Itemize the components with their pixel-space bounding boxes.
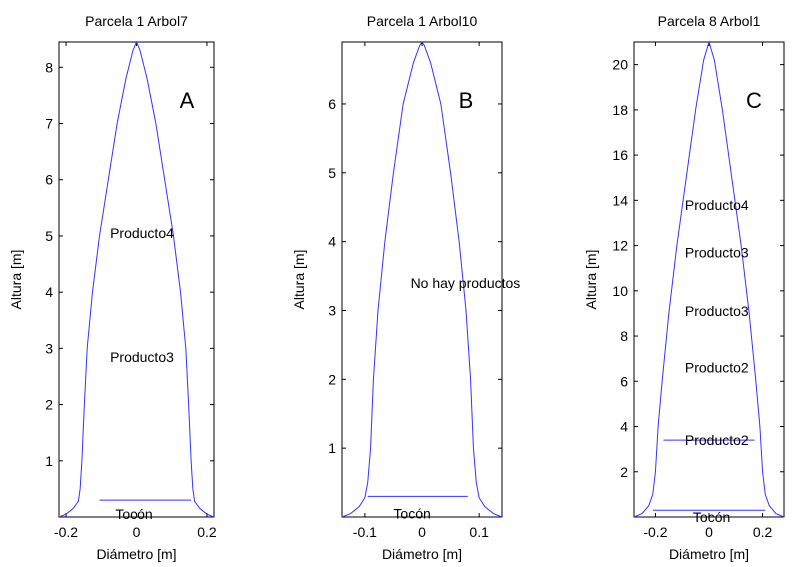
annotation-label: Tocón — [393, 506, 430, 522]
chart-title: Parcela 1 Arbol10 — [367, 13, 478, 29]
x-tick-label: 0 — [418, 524, 426, 540]
x-tick-label: 0 — [133, 524, 141, 540]
y-tick-label: 18 — [612, 102, 628, 118]
x-axis-label: Diámetro [m] — [382, 546, 462, 562]
panel-c: Parcela 8 Arbol1 Diámetro [m] Altura [m]… — [583, 13, 785, 562]
stem-profile-line — [341, 41, 503, 518]
y-tick-label: 7 — [45, 116, 53, 132]
y-tick-label: 1 — [45, 453, 53, 469]
stem-profile-line — [58, 40, 215, 518]
y-tick-label: 6 — [620, 373, 628, 389]
y-tick-label: 8 — [45, 59, 53, 75]
x-tick-label: -0.2 — [54, 524, 78, 540]
y-tick-label: 3 — [328, 302, 336, 318]
plot-marks: Tocón No hay productos — [341, 41, 521, 522]
annotation-label: Producto2 — [685, 432, 749, 448]
x-tick-label: -0.2 — [643, 524, 667, 540]
y-tick-label: 16 — [612, 147, 628, 163]
y-tick-label: 4 — [620, 419, 628, 435]
y-tick-label: 5 — [45, 228, 53, 244]
x-tick-label: 0.2 — [753, 524, 773, 540]
x-tick-label: 0.2 — [197, 524, 217, 540]
y-tick-label: 10 — [612, 283, 628, 299]
axis-ticks: -0.1 0 0.1 1 2 3 4 5 6 — [328, 42, 502, 540]
x-tick-label: -0.1 — [353, 524, 377, 540]
x-tick-label: 0.1 — [469, 524, 489, 540]
annotation-label: Tocón — [693, 509, 730, 525]
plot-marks: Tocón Producto4 Producto3 — [58, 40, 215, 522]
y-tick-label: 2 — [45, 397, 53, 413]
x-tick-label: 0 — [705, 524, 713, 540]
panel-letter: A — [180, 88, 195, 113]
y-tick-label: 2 — [620, 464, 628, 480]
panel-letter: B — [459, 88, 474, 113]
y-axis-label: Altura [m] — [8, 250, 24, 310]
annotation-label: Producto3 — [685, 244, 749, 260]
y-tick-label: 1 — [328, 440, 336, 456]
axis-ticks: -0.2 0 0.2 2 4 6 8 10 12 14 16 18 20 — [612, 42, 784, 540]
plot-marks: Tocón Producto2 Producto2 Producto3 Producto… — [633, 40, 785, 525]
annotation-label: Tocón — [115, 506, 152, 522]
y-axis-label: Altura [m] — [291, 250, 307, 310]
y-tick-label: 6 — [45, 172, 53, 188]
y-tick-label: 6 — [328, 96, 336, 112]
x-axis-label: Diámetro [m] — [669, 546, 749, 562]
y-tick-label: 2 — [328, 371, 336, 387]
annotation-label: Producto3 — [110, 349, 174, 365]
chart-title: Parcela 1 Arbol7 — [85, 13, 188, 29]
y-tick-label: 4 — [45, 284, 53, 300]
y-tick-label: 5 — [328, 165, 336, 181]
annotation-label: Producto4 — [685, 197, 749, 213]
panel-a: Parcela 1 Arbol7 Diámetro [m] Altura [m]… — [8, 13, 217, 562]
y-tick-label: 3 — [45, 340, 53, 356]
y-tick-label: 8 — [620, 328, 628, 344]
y-tick-label: 14 — [612, 192, 628, 208]
stem-profile-line — [633, 40, 785, 518]
annotation-label: Producto3 — [685, 303, 749, 319]
annotation-label: Producto2 — [685, 360, 749, 376]
panel-b: Parcela 1 Arbol10 Diámetro [m] Altura [m… — [291, 13, 520, 562]
chart-title: Parcela 8 Arbol1 — [658, 13, 761, 29]
panel-letter: C — [746, 88, 762, 113]
y-axis-label: Altura [m] — [583, 250, 599, 310]
y-tick-label: 20 — [612, 57, 628, 73]
annotation-label: Producto4 — [110, 225, 174, 241]
annotation-label: No hay productos — [411, 275, 521, 291]
axis-ticks: -0.2 0 0.2 1 2 3 4 5 6 7 8 — [45, 42, 217, 540]
x-axis-label: Diámetro [m] — [96, 546, 176, 562]
y-tick-label: 4 — [328, 234, 336, 250]
y-tick-label: 12 — [612, 238, 628, 254]
